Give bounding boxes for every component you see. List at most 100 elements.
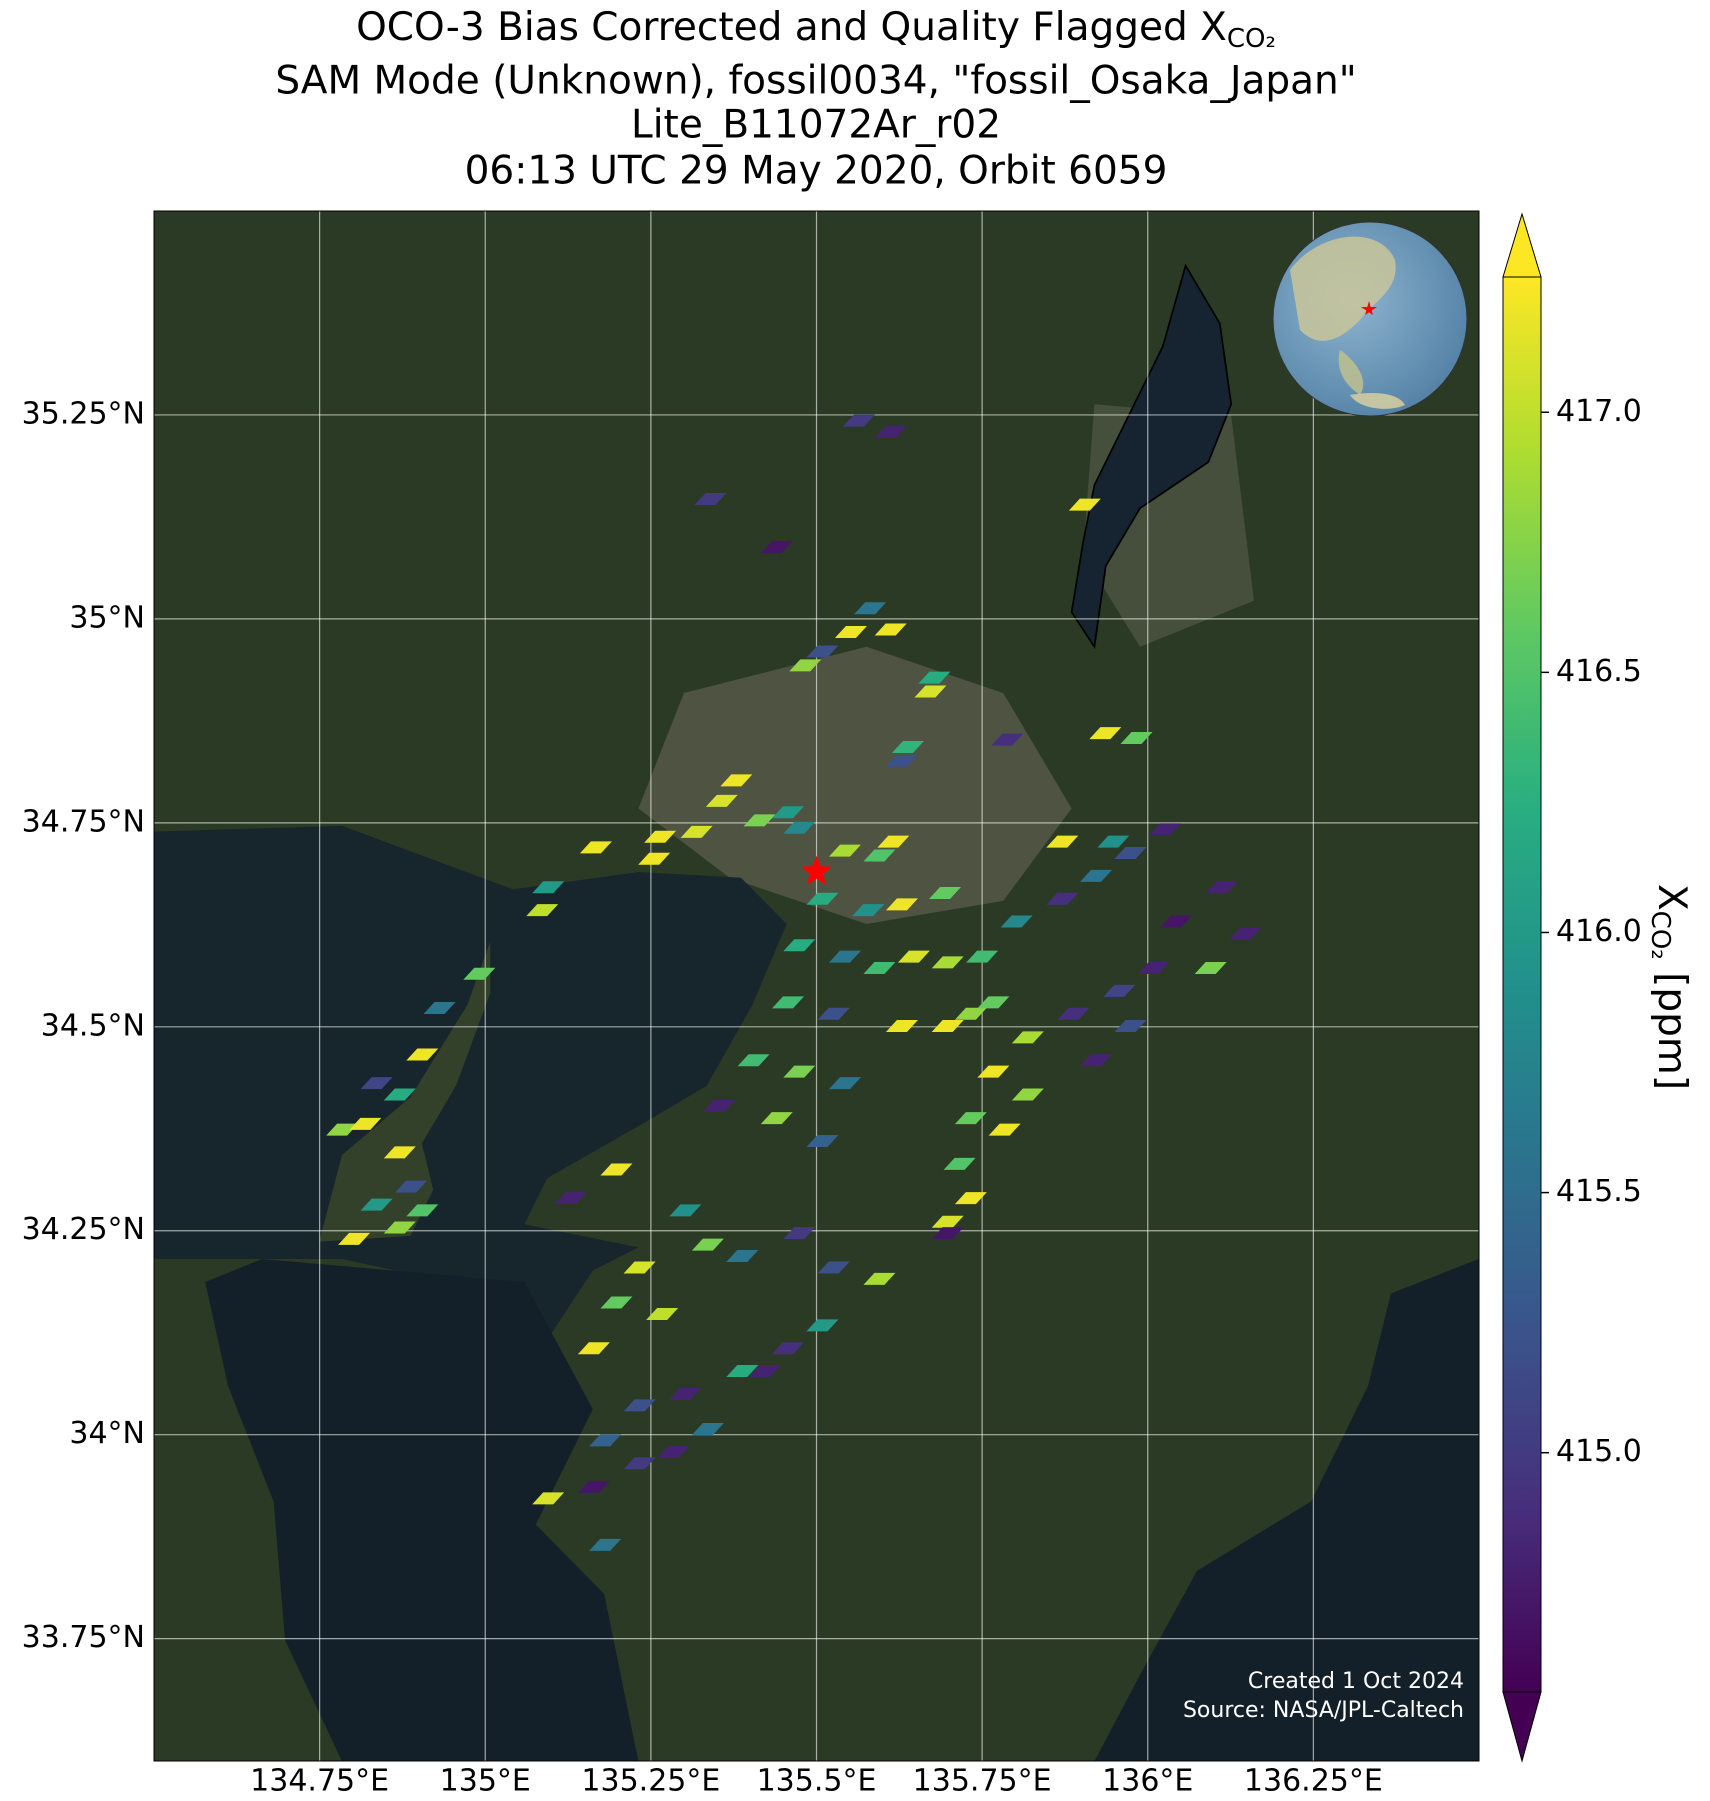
sounding xyxy=(885,754,918,767)
y-tick-label: 34.25°N xyxy=(22,1212,145,1247)
sounding xyxy=(783,1065,816,1078)
sounding xyxy=(1205,881,1238,894)
sounding xyxy=(931,1019,964,1032)
colorbar-tick-label: 416.5 xyxy=(1556,654,1642,689)
sounding xyxy=(954,1192,987,1205)
sea xyxy=(1094,1258,1479,1761)
x-tick-label: 136.25°E xyxy=(1244,1764,1383,1799)
urban-area xyxy=(638,646,1072,924)
sounding xyxy=(589,1434,622,1447)
sounding xyxy=(623,1399,656,1412)
sounding xyxy=(977,996,1010,1009)
sounding xyxy=(977,1065,1010,1078)
y-tick-label: 33.75°N xyxy=(22,1620,145,1655)
axes: 134.75°E 135°E 135.25°E 135.5°E 135.75°E 136°… xyxy=(22,396,1383,1798)
sounding xyxy=(691,1422,724,1435)
sounding xyxy=(600,1296,633,1309)
sounding xyxy=(646,1307,679,1320)
sounding xyxy=(789,659,822,672)
sounding xyxy=(726,1365,759,1378)
sounding xyxy=(852,904,885,917)
subtitle: 06:13 UTC 29 May 2020, Orbit 6059 xyxy=(465,149,1168,194)
sounding xyxy=(554,1192,587,1205)
sounding xyxy=(817,1007,850,1020)
colorbar-tick-label: 415.5 xyxy=(1556,1174,1642,1209)
sounding xyxy=(577,1480,610,1493)
sounding xyxy=(1080,869,1113,882)
colorbar-label-main: X xyxy=(1650,884,1695,911)
sounding xyxy=(623,1261,656,1274)
sounding xyxy=(669,1204,702,1217)
sounding xyxy=(817,1261,850,1274)
sounding xyxy=(644,830,677,843)
sounding xyxy=(874,426,907,439)
colorbar-label-subscript: CO₂ xyxy=(1646,911,1676,960)
sounding xyxy=(760,1112,793,1125)
sounding xyxy=(1148,823,1181,836)
sounding xyxy=(1068,498,1101,511)
sounding xyxy=(726,1250,759,1263)
sounding xyxy=(988,1123,1021,1136)
colorbar-extend-top xyxy=(1502,212,1542,278)
sounding xyxy=(579,841,612,854)
map-frame xyxy=(153,210,1480,1762)
title-main: OCO-3 Bias Corrected and Quality Flagged… xyxy=(356,5,1227,50)
globe-target xyxy=(1361,301,1377,315)
sounding xyxy=(743,814,776,827)
sounding xyxy=(1103,984,1136,997)
sounding xyxy=(395,1180,428,1193)
sounding xyxy=(1057,1007,1090,1020)
sounding xyxy=(680,825,713,838)
sounding xyxy=(854,602,887,615)
sounding xyxy=(943,1157,976,1170)
sounding xyxy=(1160,915,1193,928)
sounding xyxy=(806,1135,839,1147)
y-tick-label: 35°N xyxy=(69,600,145,635)
sounding xyxy=(1000,915,1033,928)
sounding xyxy=(1046,835,1079,848)
sounding xyxy=(423,1002,456,1015)
sounding xyxy=(720,774,753,787)
credit: Source: NASA/JPL-Caltech xyxy=(1183,1698,1464,1723)
sounding xyxy=(360,1198,393,1211)
sounding xyxy=(1229,927,1262,940)
sounding xyxy=(863,962,896,975)
sounding xyxy=(1137,962,1170,975)
sounding xyxy=(360,1077,393,1090)
sounding xyxy=(1114,847,1147,860)
sounding xyxy=(349,1117,382,1130)
sounding xyxy=(885,1019,918,1032)
sounding xyxy=(657,1445,690,1458)
colorbar-tick-label: 415.0 xyxy=(1556,1434,1642,1469)
sounding xyxy=(1011,1031,1044,1044)
sounding xyxy=(326,1123,359,1136)
colorbar-label: XCO₂ [ppm] xyxy=(1646,884,1695,1090)
sounding xyxy=(463,967,496,980)
sounding xyxy=(806,892,839,905)
sounding xyxy=(929,887,962,899)
subtitle: SAM Mode (Unknown), fossil0034, "fossil_… xyxy=(275,59,1356,104)
x-tick-label: 135.25°E xyxy=(581,1764,720,1799)
y-tick-label: 34.75°N xyxy=(22,804,145,839)
sounding xyxy=(577,1342,610,1355)
sounding xyxy=(383,1221,416,1234)
x-tick-label: 135.5°E xyxy=(757,1764,877,1799)
x-tick-label: 136°E xyxy=(1102,1764,1193,1799)
map-background: Created 1 Oct 2024 Source: NASA/JPL-Calt… xyxy=(154,211,1479,1761)
sounding xyxy=(806,1319,839,1332)
sounding xyxy=(834,625,867,638)
sounding xyxy=(828,844,861,857)
sounding xyxy=(748,1365,781,1378)
subtitle: Lite_B11072Ar_r02 xyxy=(631,103,1001,148)
sounding xyxy=(954,1007,987,1020)
title-subscript: CO₂ xyxy=(1227,24,1276,54)
sounding xyxy=(1011,1088,1044,1101)
sounding xyxy=(954,1112,987,1125)
y-tick-label: 34°N xyxy=(69,1416,145,1451)
sounding xyxy=(383,1088,416,1101)
sounding xyxy=(406,1204,439,1217)
sounding xyxy=(737,1054,770,1067)
sounding xyxy=(600,1163,633,1176)
globe-land xyxy=(1350,393,1405,409)
sounding xyxy=(931,1227,964,1240)
